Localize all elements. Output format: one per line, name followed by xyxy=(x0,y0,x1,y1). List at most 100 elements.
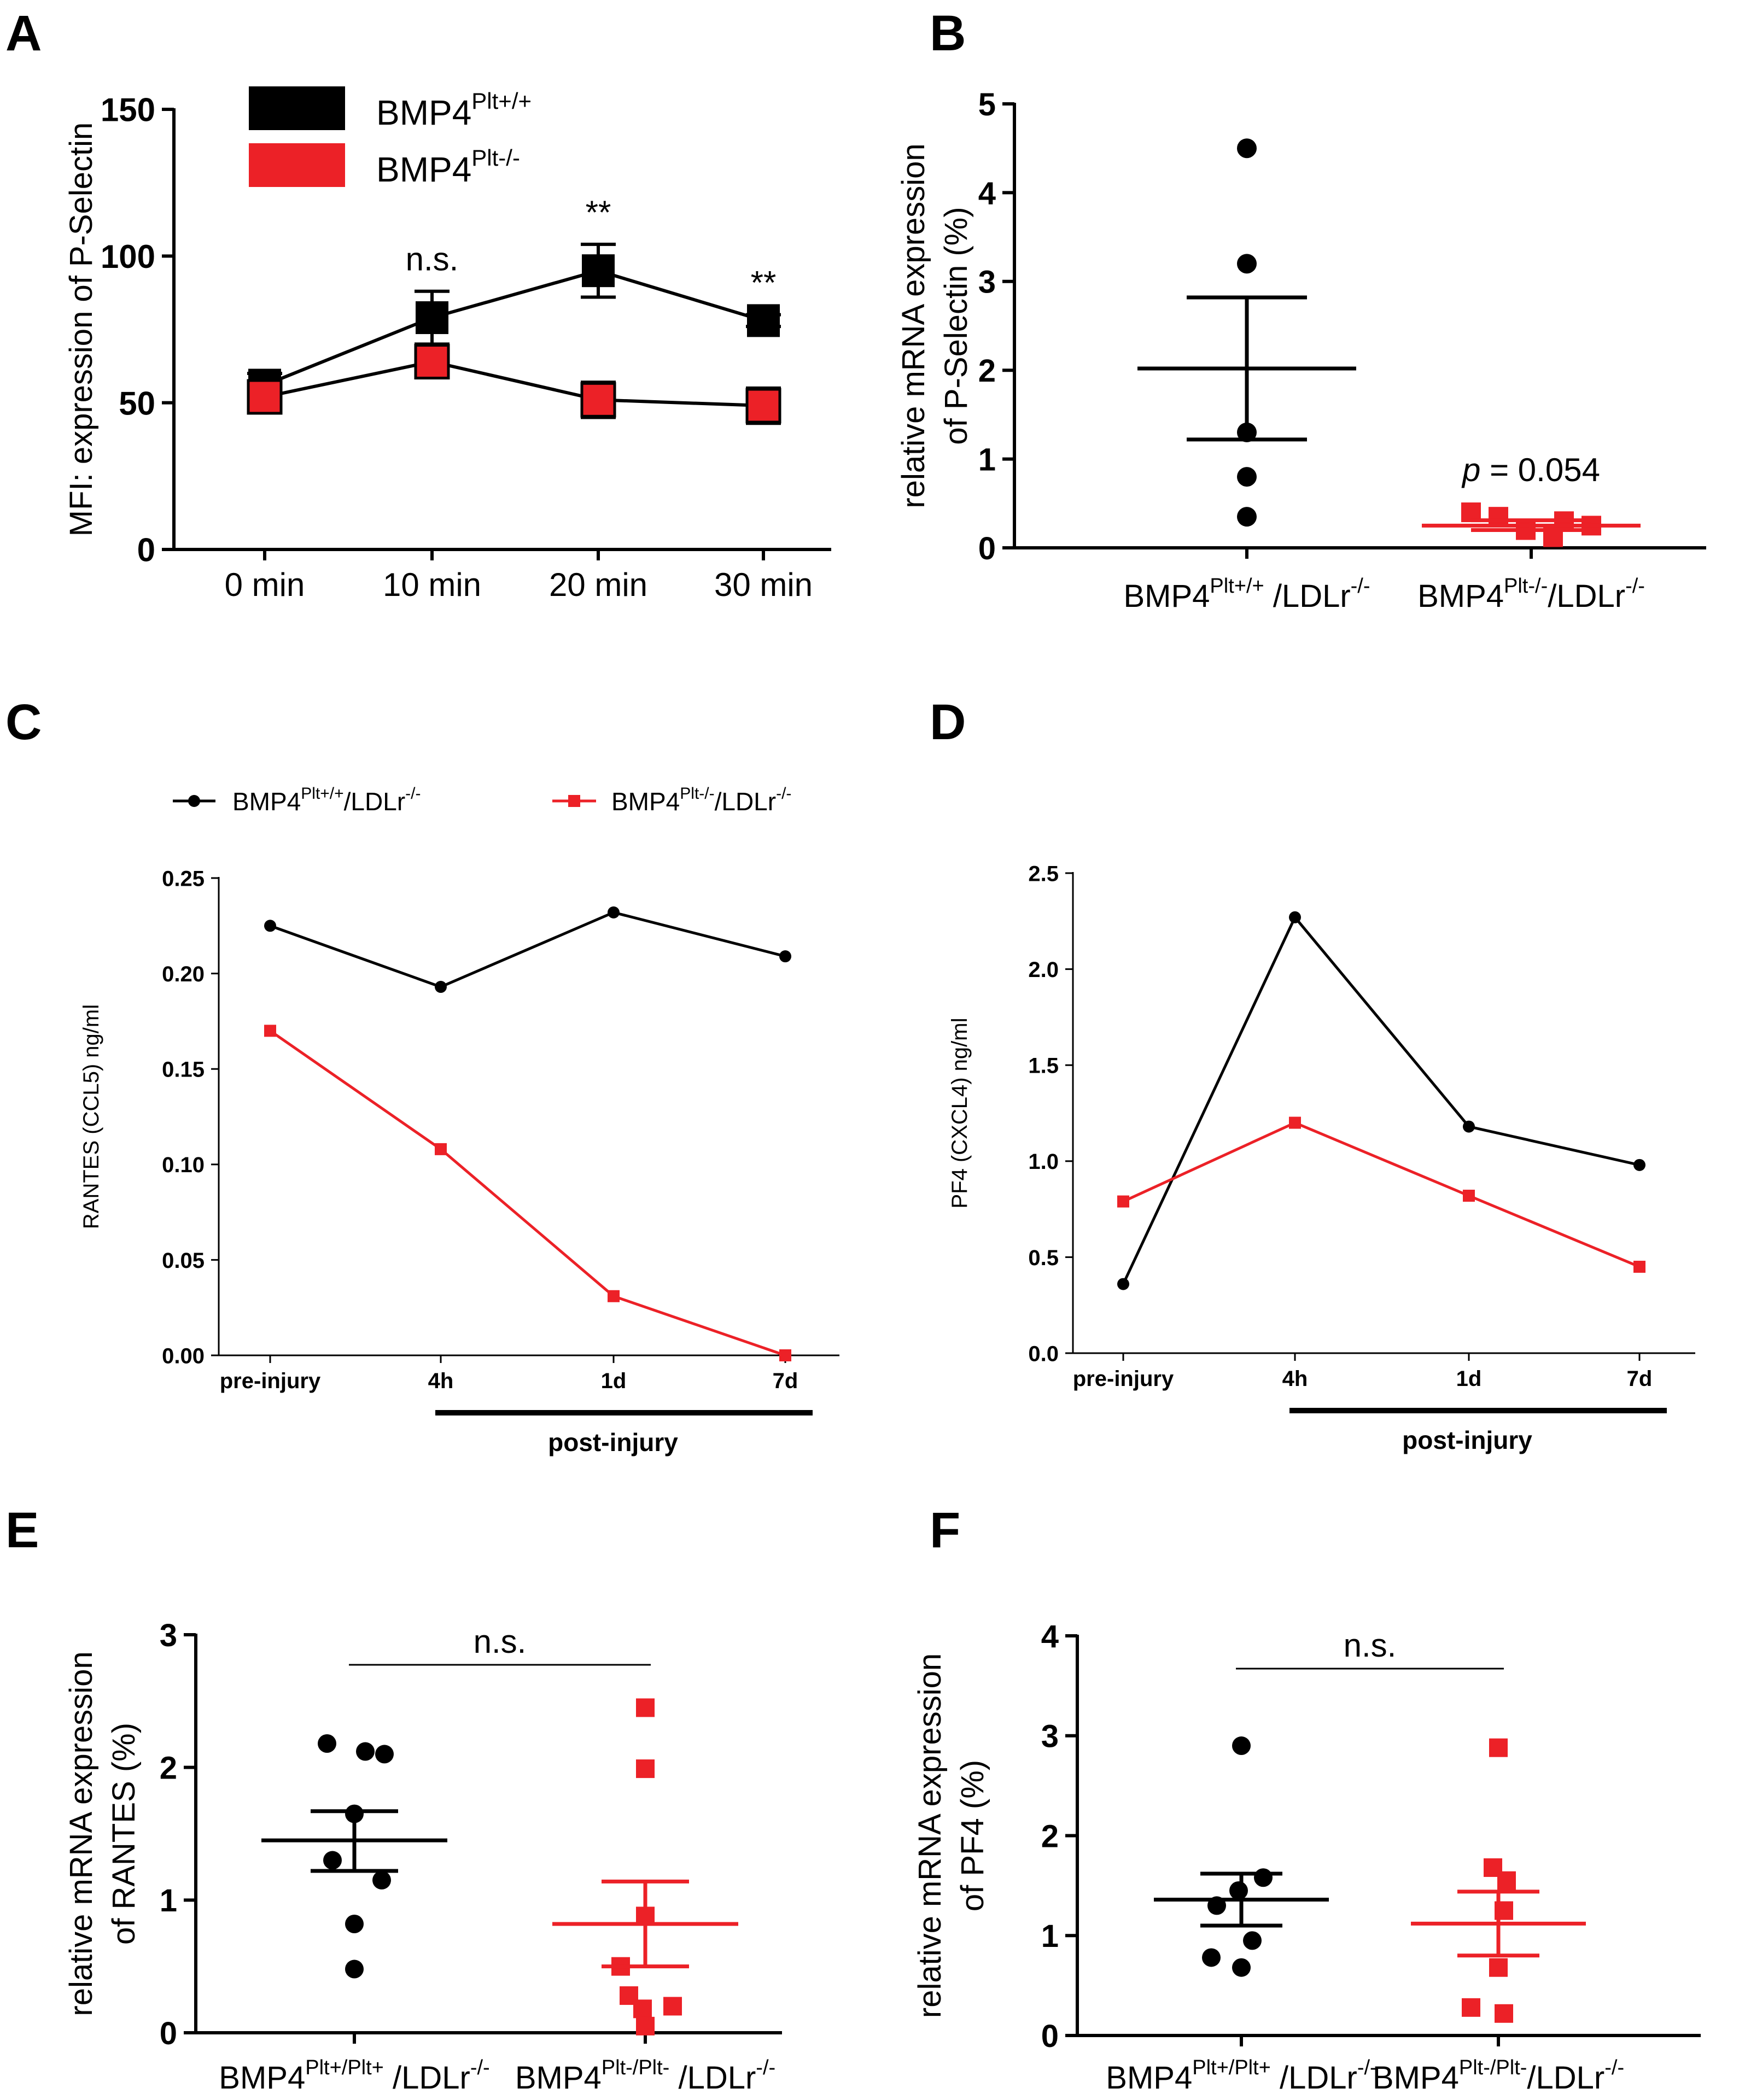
panel-f-y-axis-label-line1: relative mRNA expression xyxy=(912,1653,948,2018)
panel-d-point xyxy=(1463,1120,1475,1133)
panel-c-point xyxy=(435,1143,447,1155)
panel-c-chart: 0.00 0.05 0.10 0.15 0.20 0.25 pre-injury 4h 1d 7d… xyxy=(79,785,839,1456)
panel-f-point xyxy=(1254,1868,1273,1887)
panel-a-point xyxy=(414,344,450,380)
panel-a-y-tick-label: 50 xyxy=(119,385,155,422)
panel-e-x-tick-label-2-part-2: /LDLr xyxy=(669,2060,756,2096)
panel-d-y-tick-label: 0.0 xyxy=(1028,1342,1059,1366)
panel-d-y-tick-label: 1.0 xyxy=(1028,1150,1059,1174)
panel-e-point xyxy=(375,1745,394,1764)
panel-c-y-axis-label: RANTES (CCL5) ng/ml xyxy=(79,1004,103,1229)
panel-b-p-value-label-part-0: p xyxy=(1461,452,1480,488)
panel-d-y-tick-label: 0.5 xyxy=(1028,1246,1059,1270)
panel-d-x-tick-label: 4h xyxy=(1282,1367,1308,1391)
panel-f-x-tick-label-2-part-3: -/- xyxy=(1604,2056,1624,2079)
panel-e-point xyxy=(636,1759,655,1779)
panel-c-point xyxy=(264,920,276,932)
panel-f-chart: 0 1 2 3 4 relative mRNA expression of PF4 (%) B… xyxy=(912,1619,1701,2096)
panel-letter-d: D xyxy=(930,694,966,750)
panel-e-y-tick-label: 1 xyxy=(160,1883,177,1918)
panel-letter-f: F xyxy=(930,1502,960,1558)
panel-f-x-tick-label-1: BMP4Plt+/Plt+ /LDLr-/- xyxy=(1106,2056,1376,2096)
panel-c-series-line xyxy=(270,911,786,988)
panel-letter-e: E xyxy=(5,1502,39,1558)
panel-d-x-tick-label: pre-injury xyxy=(1073,1367,1174,1391)
panel-b-x-tick-label-2-part-2: /LDLr xyxy=(1548,578,1625,614)
panel-b-x-tick-label-1: BMP4Plt+/+ /LDLr-/- xyxy=(1123,575,1370,614)
panel-e-point xyxy=(636,2016,655,2035)
panel-b-x-tick-label-2-part-1: Plt-/- xyxy=(1504,575,1548,598)
panel-d-series-line xyxy=(1122,915,1640,1285)
panel-e-point xyxy=(636,1698,655,1717)
panel-d-point xyxy=(1463,1190,1475,1202)
panel-e-point xyxy=(323,1851,342,1870)
panel-b-y-tick-label: 2 xyxy=(978,353,996,389)
panel-d-point xyxy=(1289,1116,1301,1129)
panel-c-y-tick-label: 0.25 xyxy=(162,867,205,891)
panel-e-point xyxy=(345,1915,364,1934)
panel-e-y-axis-label-line1: relative mRNA expression xyxy=(63,1651,99,2016)
panel-e-y-tick-label: 3 xyxy=(160,1618,177,1653)
panel-e-point xyxy=(663,1997,682,2016)
panel-a-series-line xyxy=(264,360,764,408)
panel-b-y-tick-label: 0 xyxy=(978,531,996,566)
panel-d-chart: 0.0 0.5 1.0 1.5 2.0 2.5 pre-injury 4h 1d 7d PF4 (C… xyxy=(948,862,1695,1454)
panel-c-point xyxy=(264,1025,276,1037)
panel-c-series-line xyxy=(269,1029,786,1357)
panel-b-p-value-label-part-1: = 0.054 xyxy=(1480,452,1600,488)
panel-f-point xyxy=(1497,1871,1516,1890)
panel-b-y-tick-label: 5 xyxy=(978,87,996,122)
panel-c-post-injury-label: post-injury xyxy=(548,1428,678,1456)
panel-b-point xyxy=(1237,467,1257,487)
panel-c-point xyxy=(779,950,791,963)
legend-cd-label-ko-part-0: BMP4 xyxy=(611,787,680,816)
panel-e-y-axis-label-line2: of RANTES (%) xyxy=(106,1723,142,1945)
panel-d-point xyxy=(1289,911,1301,923)
panel-d-point xyxy=(1117,1195,1129,1208)
panel-e-x-tick-label-1-part-0: BMP4 xyxy=(219,2060,305,2096)
panel-f-y-axis-label-line2: of PF4 (%) xyxy=(955,1760,990,1911)
panel-a-point xyxy=(582,254,615,288)
panel-a-significance-label: ** xyxy=(586,194,611,231)
panel-a-legend-label-ko-part-1: Plt-/- xyxy=(471,145,520,171)
panel-e-x-tick-label-1-part-3: -/- xyxy=(470,2056,490,2079)
panel-a-x-tick-label: 10 min xyxy=(383,566,481,603)
panel-a-significance-label: n.s. xyxy=(406,241,459,278)
panel-d-point xyxy=(1633,1260,1645,1273)
panel-e-y-tick-label: 0 xyxy=(160,2016,177,2051)
panel-f-y-tick-label: 1 xyxy=(1041,1918,1059,1954)
panel-b-point xyxy=(1237,507,1257,527)
panel-e-point xyxy=(372,1870,391,1890)
panel-a-point xyxy=(416,301,448,335)
panel-d-point xyxy=(1633,1159,1645,1171)
panel-d-point xyxy=(1117,1278,1129,1290)
panel-f-point xyxy=(1243,1931,1262,1950)
panel-a-x-tick-label: 30 min xyxy=(714,566,813,603)
panel-a-x-tick-label: 0 min xyxy=(225,566,305,603)
legend-cd-label-wt-part-3: -/- xyxy=(405,785,421,803)
panel-a-point xyxy=(747,304,780,337)
panel-c-y-tick-label: 0.05 xyxy=(162,1249,205,1273)
panel-e-x-tick-label-2: BMP4Plt-/Plt- /LDLr-/- xyxy=(515,2056,775,2096)
legend-cd-label-wt-part-1: Plt+/+ xyxy=(301,785,343,803)
panel-d-series-line xyxy=(1122,1121,1640,1268)
panel-letter-b: B xyxy=(930,5,966,61)
panel-c-x-tick-label: 4h xyxy=(428,1369,454,1393)
legend-cd-label-ko-part-3: -/- xyxy=(776,785,791,803)
panel-f-point xyxy=(1229,1881,1248,1900)
panel-b-y-axis-label-line1: relative mRNA expression xyxy=(896,143,931,508)
panel-a-point xyxy=(745,388,781,424)
panel-c-point xyxy=(779,1349,791,1361)
panel-e-point xyxy=(633,1999,652,2019)
panel-c-x-tick-label: pre-injury xyxy=(220,1369,321,1393)
panel-a-x-tick-label: 20 min xyxy=(549,566,647,603)
panel-d-y-tick-label: 2.0 xyxy=(1028,958,1059,982)
panel-f-x-tick-label-2: BMP4Plt-/Plt-/LDLr-/- xyxy=(1373,2056,1624,2096)
panel-b-chart: 0 1 2 3 4 5 relative mRNA expression of P-Selec… xyxy=(896,87,1706,614)
panel-f-x-tick-label-1-part-0: BMP4 xyxy=(1106,2060,1192,2096)
panel-c-point xyxy=(608,1290,620,1302)
panel-b-y-tick-label: 1 xyxy=(978,442,996,477)
panel-f-significance-label: n.s. xyxy=(1344,1627,1397,1664)
panel-e-x-tick-label-2-part-0: BMP4 xyxy=(515,2060,602,2096)
